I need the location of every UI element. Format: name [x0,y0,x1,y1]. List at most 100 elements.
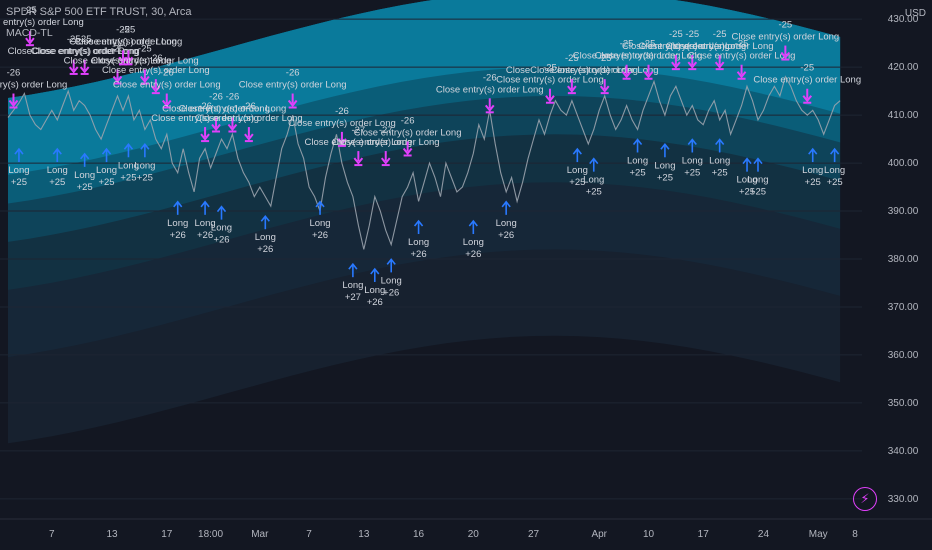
exit-marker[interactable]: Close entry(s) order Long-25 [688,39,796,80]
entry-marker[interactable]: Long+26 [381,258,402,298]
entry-marker[interactable]: Long+25 [654,142,675,183]
exit-label: CloseClose entry(s) order Long [506,65,638,76]
exit-marker[interactable]: Close entry(s) order Long-26 [151,101,259,143]
exit-label: Close entry(s) order Long [102,65,210,76]
entry-label: Long [96,165,117,176]
lightning-icon[interactable]: ⚡ [853,487,877,511]
entry-marker[interactable]: Long+26 [167,200,188,241]
entry-marker[interactable]: Long+26 [408,219,429,260]
exit-marker[interactable]: Close entry(s) order Long-25 [622,29,730,71]
entry-label: Long [463,237,484,248]
exit-label: Close entry(s) order Long [595,51,703,62]
entry-marker[interactable]: Long+25 [47,147,68,188]
exit-marker[interactable]: Close entry(s) order Long-27 [332,125,440,167]
x-tick-label: 17 [698,529,710,540]
exit-marker[interactable]: Close entry(s) order Long-25 [638,29,746,71]
exit-qty: -26 [335,106,349,117]
exit-label: Close entry(s) order Long [573,51,681,62]
exit-label: Close entry(s) order Long [304,137,412,148]
entry-label: Long [654,160,675,171]
y-tick-label: 340.00 [888,446,919,457]
y-tick-label: 390.00 [888,206,919,217]
exit-marker[interactable]: Close entry(s) order Long-26 [288,106,396,147]
exit-marker[interactable]: Close entry(s) order Long-25 [753,63,861,104]
exit-arrow-head [484,104,495,112]
entry-label: Long [496,218,517,229]
exit-marker[interactable]: CloseClose entry(s) order Long-25 [506,53,638,95]
entry-label: Long [167,218,188,229]
x-axis[interactable]: 7 13 17 18:00 Mar 7 13 16 20 27 Apr 10 17 24 May 8 [0,518,932,540]
exit-marker[interactable]: Close entry(s) order Long-26 [0,68,67,109]
exit-marker[interactable]: Close entry(s) order Long-27 [304,125,412,167]
exit-label: Close entry(s) order Long [179,104,287,115]
entry-qty: +26 [465,249,481,260]
entry-qty: +25 [11,177,27,188]
exit-marker[interactable]: Close entry(s) order Long-25 [496,63,604,104]
exit-marker[interactable]: Close entry(s) order Long-25 [573,39,681,80]
grid [0,18,862,500]
exit-marker[interactable]: Close entry(s) order Long-25 [64,44,172,85]
entry-marker[interactable]: Long+25 [74,152,95,193]
exit-qty: -27 [351,125,365,136]
exit-marker[interactable]: Close entry(s) order Long-25 [666,29,774,71]
exit-arrow-head [780,51,791,60]
entry-marker[interactable]: Long+25 [134,142,155,183]
exit-marker[interactable]: Close entry(s) order Long-26 [195,101,303,143]
exit-label: Close entry(s) order Long [332,137,440,148]
exit-marker[interactable]: Close entry(s) order Long-25 [731,20,839,61]
exit-marker[interactable]: Close entry(s) order Long-25 [91,44,199,85]
entry-marker[interactable]: Long+25 [709,138,730,178]
entry-marker[interactable]: Long+25 [736,157,758,198]
entry-label: Long [195,218,216,229]
x-tick-label: 13 [106,529,118,540]
exit-marker[interactable]: Close entry(s) order Long-26 [102,53,210,95]
exit-marker[interactable]: Close entry(s) order Long-26 [436,72,544,114]
entry-marker[interactable]: Long+25 [802,147,823,188]
entry-marker[interactable]: Long+26 [496,200,517,241]
exit-marker[interactable]: Close entry(s) order Long-25 [0,5,84,47]
entry-qty: +25 [586,187,602,198]
exit-marker[interactable]: Close entry(s) order Long-26 [113,68,221,109]
entry-marker[interactable]: Long+26 [195,200,216,241]
exit-marker[interactable]: Close entry(s) order Long-25 [595,39,703,80]
entry-marker[interactable]: Long+25 [8,147,30,188]
entry-marker[interactable]: Long+27 [342,262,363,303]
entry-marker[interactable]: Long+25 [118,142,139,183]
exit-qty: -25 [543,63,557,74]
entry-marker[interactable]: Long+26 [309,200,331,241]
exit-marker[interactable]: Close entry(s) order Long-25 [551,53,659,95]
exit-marker[interactable]: Close entry(s) order Long-26 [354,115,462,157]
entry-marker[interactable]: Long+25 [583,157,604,198]
exit-marker[interactable]: Close entry(s) order Long-25 [75,24,183,66]
exit-qty: -26 [226,92,240,103]
indicator-label[interactable]: MACD-TL [6,27,53,39]
y-axis[interactable]: 330.00 340.00 350.00 360.00 370.00 380.00 390.… [888,14,919,505]
entry-marker[interactable]: Long+26 [463,219,484,260]
exit-marker[interactable]: Close entry(s) order Long-26 [162,92,270,133]
entry-marker[interactable]: Long+25 [567,147,588,188]
exit-qty: -26 [198,101,212,112]
entry-marker[interactable]: Long+25 [627,138,648,178]
exit-arrow-head [353,157,364,165]
exit-arrow-head [8,99,19,108]
entry-qty: +26 [257,244,273,255]
entry-arrow-head [468,219,478,227]
exit-marker[interactable]: Close entry(s) order Long-26 [179,92,287,133]
exit-marker[interactable]: CloseClose entry(s) order Long-25 [8,34,140,75]
entry-marker[interactable]: Long+25 [824,147,845,188]
entry-marker[interactable]: Long+25 [96,147,117,188]
entry-marker[interactable]: Long+25 [747,157,769,198]
entry-marker[interactable]: Long+26 [211,205,232,246]
exit-marker[interactable]: Close entry(s) order Long-26 [239,68,347,109]
entry-marker[interactable]: Long+26 [255,214,276,255]
entry-marker[interactable]: Long+26 [364,267,385,308]
entry-qty: +25 [569,177,585,188]
exit-marker[interactable]: Close entry(s) order Long-25 [31,34,139,75]
exit-qty: -25 [735,39,749,50]
entry-marker[interactable]: Long+25 [682,138,703,178]
exit-qty: -25 [685,29,699,40]
exit-arrow-head [545,95,555,103]
entry-label: Long [627,155,648,166]
